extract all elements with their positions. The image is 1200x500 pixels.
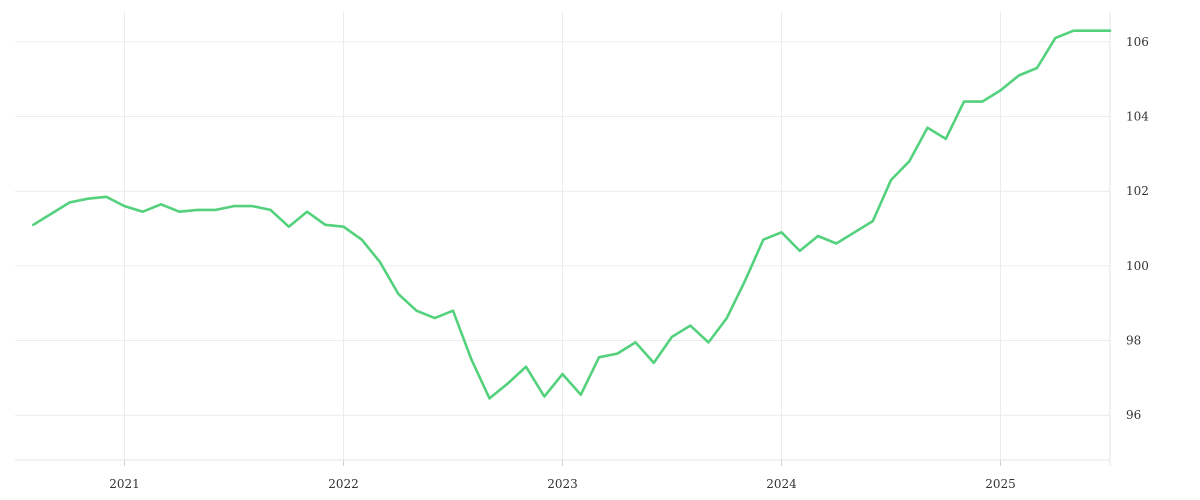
y-tick-label: 100	[1126, 259, 1149, 273]
x-tick-label: 2022	[328, 477, 359, 491]
y-tick-label: 104	[1126, 110, 1149, 124]
y-tick-label: 96	[1126, 408, 1141, 422]
x-tick-label: 2025	[985, 477, 1016, 491]
y-tick-label: 106	[1126, 35, 1149, 49]
series-line-0	[31, 29, 1112, 400]
x-tick-label: 2023	[547, 477, 578, 491]
tick-labels: 96 98 100 102 104 106 2021 2022 2023 2024 2025	[109, 35, 1149, 491]
axes	[15, 12, 1111, 466]
grid	[15, 12, 1110, 460]
y-tick-label: 102	[1126, 184, 1149, 198]
x-tick-label: 2021	[109, 477, 140, 491]
series	[31, 29, 1112, 400]
y-tick-label: 98	[1126, 334, 1141, 348]
x-tick-label: 2024	[766, 477, 797, 491]
